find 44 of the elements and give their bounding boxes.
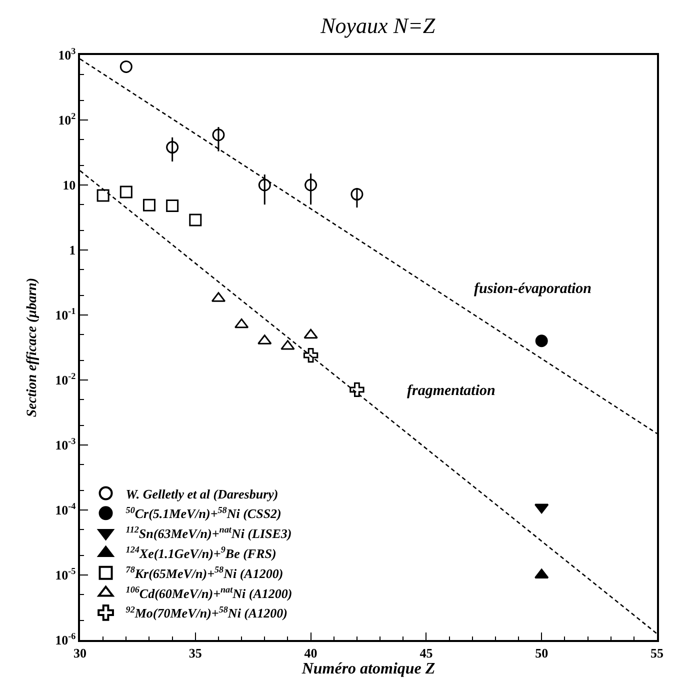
- point: [120, 60, 132, 73]
- legend-label: $^{78}$Kr(65MeV/n)+$^{58}$Ni (A1200): [126, 564, 284, 581]
- y-tick-label: 10$^{3}$: [58, 46, 76, 63]
- x-tick-label: 40: [304, 645, 318, 660]
- legend-label: $^{112}$Sn(63MeV/n)+$^{nat}$Ni (LISE3): [126, 524, 292, 542]
- x-axis-title: Numéro atomique Z: [300, 660, 436, 678]
- legend-label: $^{50}$Cr(5.1MeV/n)+$^{58}$Ni (CSS2): [126, 504, 282, 522]
- y-axis-title: Section efficace (µbarn): [25, 278, 40, 418]
- y-tick-label: 10$^{-3}$: [55, 436, 76, 453]
- point: [189, 214, 202, 226]
- y-tick-label: 10: [62, 178, 76, 193]
- chart-title: Noyaux N=Z: [320, 12, 436, 38]
- point: [303, 348, 318, 363]
- point: [350, 382, 364, 398]
- legend-label: $^{124}$Xe(1.1GeV/n)+$^{9}$Be (FRS): [126, 544, 276, 562]
- y-tick-label: 10$^{-4}$: [55, 501, 76, 518]
- point: [234, 318, 249, 328]
- x-tick-label: 50: [535, 645, 548, 660]
- point: [258, 178, 271, 192]
- point: [142, 198, 156, 212]
- annotation: fragmentation: [407, 383, 496, 399]
- point: [166, 199, 179, 212]
- legend-label: $^{106}$Cd(60MeV/n)+$^{nat}$Ni (A1200): [126, 584, 292, 601]
- point: [96, 189, 110, 202]
- x-tick-label: 30: [74, 645, 86, 660]
- y-tick-label: 10$^{-2}$: [55, 371, 76, 388]
- y-tick-label: 10$^{-6}$: [55, 631, 76, 648]
- point: [212, 128, 225, 142]
- x-tick-label: 35: [188, 645, 202, 660]
- y-tick-label: 10$^{-5}$: [55, 566, 76, 583]
- point: [304, 328, 318, 339]
- point: [166, 141, 179, 154]
- point: [350, 188, 364, 201]
- y-tick-label: 1: [69, 242, 76, 258]
- x-tick-label: 55: [650, 645, 664, 660]
- y-tick-label: 10$^{2}$: [58, 111, 76, 128]
- point: [535, 334, 548, 348]
- point: [120, 186, 132, 198]
- point: [304, 178, 318, 192]
- legend-label: W. Gelletly et al (Daresbury): [126, 486, 278, 502]
- y-tick-label: 10$^{-1}$: [55, 306, 76, 323]
- annotation: fusion-évaporation: [474, 281, 592, 297]
- legend-label: $^{92}$Mo(70MeV/n)+$^{58}$Ni (A1200): [126, 604, 288, 621]
- x-tick-label: 45: [420, 645, 434, 660]
